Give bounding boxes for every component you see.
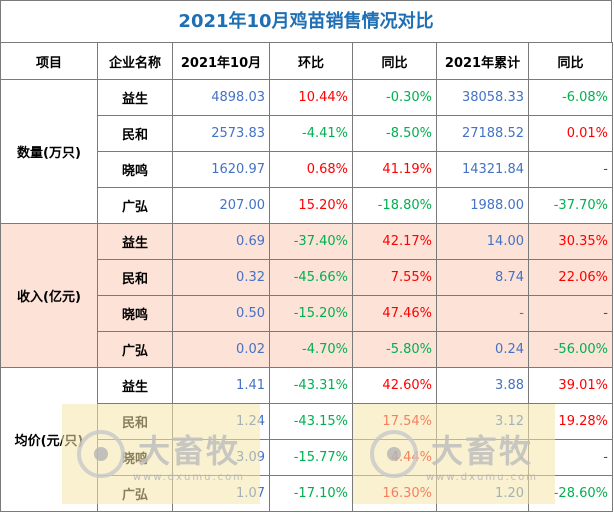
ytd-yoy-cell: - — [528, 295, 613, 332]
yoy-cell: -5.80% — [352, 331, 437, 368]
yoy-cell: 41.19% — [352, 151, 437, 188]
mom-cell: -43.31% — [269, 367, 353, 404]
value-cell: 0.50 — [172, 295, 270, 332]
header-ytd-yoy: 同比 — [528, 42, 613, 80]
group-label: 收入(亿元) — [0, 223, 98, 368]
value-cell: 1620.97 — [172, 151, 270, 188]
company-cell: 益生 — [97, 223, 173, 260]
value-cell: 1.41 — [172, 367, 270, 404]
ytd-yoy-cell: 39.01% — [528, 367, 613, 404]
mom-cell: -43.15% — [269, 403, 353, 440]
table-row: 晓鸣 0.50 -15.20% 47.46% - - — [1, 295, 613, 332]
company-cell: 民和 — [97, 403, 173, 440]
mom-cell: -15.77% — [269, 439, 353, 476]
company-cell: 晓鸣 — [97, 295, 173, 332]
ytd-cell: 3.12 — [436, 403, 529, 440]
value-cell: 1.24 — [172, 403, 270, 440]
table-row: 广弘 0.02 -4.70% -5.80% 0.24 -56.00% — [1, 331, 613, 368]
yoy-cell: 17.54% — [352, 403, 437, 440]
table-row: 民和 2573.83 -4.41% -8.50% 27188.52 0.01% — [1, 115, 613, 152]
table-row: 均价(元/只) 益生 1.41 -43.31% 42.60% 3.88 39.01% — [0, 367, 613, 512]
mom-cell: -4.41% — [269, 115, 353, 152]
yoy-cell: -8.50% — [352, 115, 437, 152]
company-cell: 益生 — [97, 367, 173, 404]
yoy-cell: 47.46% — [352, 295, 437, 332]
header-item: 项目 — [0, 42, 98, 80]
value-cell: 2573.83 — [172, 115, 270, 152]
ytd-cell: 1988.00 — [436, 187, 529, 224]
ytd-cell: 1.20 — [436, 475, 529, 512]
yoy-cell: 42.60% — [352, 367, 437, 404]
yoy-cell: -0.30% — [352, 79, 437, 116]
mom-cell: -4.70% — [269, 331, 353, 368]
ytd-yoy-cell: -6.08% — [528, 79, 613, 116]
ytd-cell: 27188.52 — [436, 115, 529, 152]
ytd-cell: 8.74 — [436, 259, 529, 296]
mom-cell: 10.44% — [269, 79, 353, 116]
ytd-yoy-cell: -56.00% — [528, 331, 613, 368]
table-row: 晓鸣 1620.97 0.68% 41.19% 14321.84- — [1, 151, 613, 188]
mom-cell: 15.20% — [269, 187, 353, 224]
ytd-yoy-cell: -37.70% — [528, 187, 613, 224]
header-ytd: 2021年累计 — [436, 42, 529, 80]
mom-cell: -17.10% — [269, 475, 353, 512]
mom-cell: 0.68% — [269, 151, 353, 188]
header-company: 企业名称 — [97, 42, 173, 80]
ytd-yoy-cell: 0.01% — [528, 115, 613, 152]
ytd-yoy-cell: 30.35% — [528, 223, 613, 260]
header-month: 2021年10月 — [172, 42, 270, 80]
company-cell: 晓鸣 — [97, 151, 173, 188]
table-row: 数量(万只) 益生 4898.03 10.44% -0.30% 38058.33 -6.08… — [0, 79, 613, 224]
ytd-yoy-cell: -28.60% — [528, 475, 613, 512]
value-cell: 0.32 — [172, 259, 270, 296]
yoy-cell: -18.80% — [352, 187, 437, 224]
ytd-cell: 14321.84 — [436, 151, 529, 188]
ytd-cell: 38058.33 — [436, 79, 529, 116]
yoy-cell: 42.17% — [352, 223, 437, 260]
ytd-yoy-cell: 22.06% — [528, 259, 613, 296]
group-label: 均价(元/只) — [0, 367, 98, 512]
mom-cell: -45.66% — [269, 259, 353, 296]
company-cell: 广弘 — [97, 187, 173, 224]
table-row: 收入(亿元) 益生 0.69 -37.40% 42.17% 14.00 30.35% — [0, 223, 613, 368]
chick-sales-table: 项目 企业名称 2021年10月 环比 同比 2021年累计 同比 数量(万只)… — [0, 42, 613, 512]
group-label: 数量(万只) — [0, 79, 98, 224]
ytd-yoy-cell: - — [528, 151, 613, 188]
ytd-yoy-cell: 19.28% — [528, 403, 613, 440]
ytd-cell: 0.24 — [436, 331, 529, 368]
value-cell: 3.09 — [172, 439, 270, 476]
header-row: 项目 企业名称 2021年10月 环比 同比 2021年累计 同比 — [0, 42, 613, 80]
ytd-yoy-cell: - — [528, 439, 613, 476]
value-cell: 1.07 — [172, 475, 270, 512]
ytd-cell: - — [436, 439, 529, 476]
value-cell: 0.69 — [172, 223, 270, 260]
value-cell: 207.00 — [172, 187, 270, 224]
company-cell: 民和 — [97, 259, 173, 296]
header-yoy: 同比 — [352, 42, 437, 80]
value-cell: 0.02 — [172, 331, 270, 368]
value-cell: 4898.03 — [172, 79, 270, 116]
table-title: 2021年10月鸡苗销售情况对比 — [0, 0, 612, 42]
yoy-cell: 4.44% — [352, 439, 437, 476]
company-cell: 广弘 — [97, 331, 173, 368]
company-cell: 民和 — [97, 115, 173, 152]
ytd-cell: - — [436, 295, 529, 332]
mom-cell: -37.40% — [269, 223, 353, 260]
yoy-cell: 16.30% — [352, 475, 437, 512]
mom-cell: -15.20% — [269, 295, 353, 332]
yoy-cell: 7.55% — [352, 259, 437, 296]
company-cell: 晓鸣 — [97, 439, 173, 476]
ytd-cell: 14.00 — [436, 223, 529, 260]
header-mom: 环比 — [269, 42, 353, 80]
ytd-cell: 3.88 — [436, 367, 529, 404]
company-cell: 广弘 — [97, 475, 173, 512]
company-cell: 益生 — [97, 79, 173, 116]
